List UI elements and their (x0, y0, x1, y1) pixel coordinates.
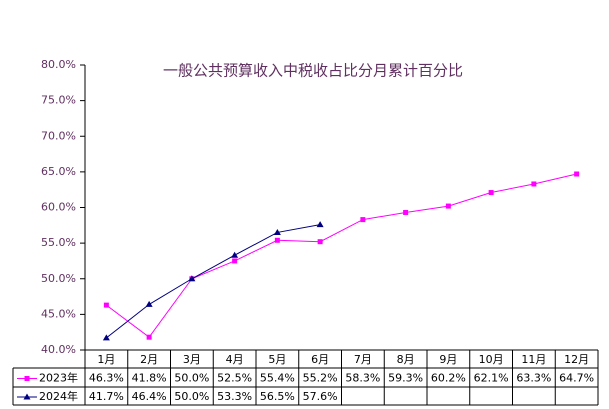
table-value: 55.4% (260, 372, 295, 385)
point (360, 217, 366, 223)
table-value: 55.2% (303, 372, 338, 385)
point (145, 300, 153, 307)
table-value: 50.0% (174, 372, 209, 385)
legend-marker (23, 393, 31, 400)
x-tick-label: 8月 (397, 353, 415, 366)
x-tick-label: 2月 (140, 353, 158, 366)
y-tick-label: 70.0% (41, 129, 76, 142)
x-tick-label: 10月 (479, 353, 504, 366)
table-value: 56.5% (260, 390, 295, 403)
table-value: 52.5% (217, 372, 252, 385)
point (103, 302, 109, 308)
table-value: 57.6% (303, 390, 338, 403)
x-tick-label: 7月 (354, 353, 372, 366)
series-line (106, 173, 577, 338)
point (188, 275, 196, 282)
legend-label: 2023年 (39, 371, 78, 385)
point (316, 221, 324, 228)
x-tick-label: 1月 (97, 353, 115, 366)
table-value: 62.1% (474, 372, 509, 385)
y-tick-label: 40.0% (41, 343, 76, 356)
y-tick-label: 65.0% (41, 165, 76, 178)
chart-title: 一般公共预算收入中税收占比分月累计百分比 (163, 62, 463, 80)
table-value: 63.3% (516, 372, 551, 385)
point (273, 228, 281, 235)
series-line (106, 224, 321, 339)
x-tick-label: 3月 (183, 353, 201, 366)
y-tick-label: 80.0% (41, 58, 76, 71)
table-value: 46.4% (132, 390, 167, 403)
point (274, 237, 280, 243)
x-tick-label: 9月 (439, 353, 457, 366)
point (102, 334, 110, 341)
y-tick-label: 55.0% (41, 236, 76, 249)
table-value: 41.7% (89, 390, 124, 403)
x-tick-label: 5月 (268, 353, 286, 366)
x-tick-label: 6月 (311, 353, 329, 366)
point (488, 190, 494, 196)
table-value: 59.3% (388, 372, 423, 385)
x-tick-label: 4月 (226, 353, 244, 366)
legend-label: 2024年 (39, 389, 78, 403)
point (232, 258, 238, 264)
x-tick-label: 12月 (564, 353, 589, 366)
table-value: 64.7% (559, 372, 594, 385)
point (231, 251, 239, 258)
table-value: 60.2% (431, 372, 466, 385)
table-value: 50.0% (174, 390, 209, 403)
y-tick-label: 60.0% (41, 201, 76, 214)
table-value: 46.3% (89, 372, 124, 385)
legend-marker (24, 376, 30, 381)
table-value: 53.3% (217, 390, 252, 403)
point (403, 209, 409, 215)
y-tick-label: 45.0% (41, 307, 76, 320)
x-tick-label: 11月 (521, 353, 546, 366)
point (146, 334, 152, 340)
table-value: 58.3% (345, 372, 380, 385)
y-tick-label: 75.0% (41, 94, 76, 107)
point (445, 203, 451, 209)
table-value: 41.8% (132, 372, 167, 385)
point (317, 239, 323, 245)
point (531, 181, 537, 187)
point (574, 171, 580, 177)
y-tick-label: 50.0% (41, 272, 76, 285)
